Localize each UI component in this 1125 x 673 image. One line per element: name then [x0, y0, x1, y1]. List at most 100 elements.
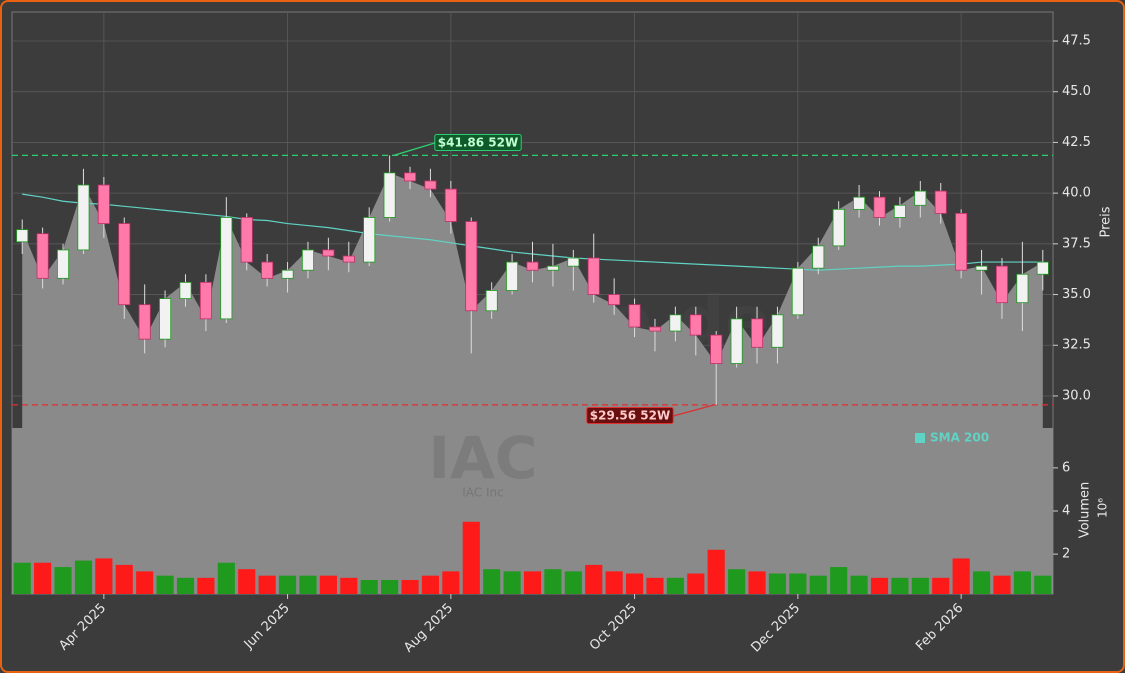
volume-bar [54, 567, 72, 594]
legend-swatch [915, 433, 925, 443]
volume-bar [319, 575, 337, 594]
x-tick-label: Jun 2025 [241, 601, 293, 653]
candle-body [914, 190, 927, 206]
volume-bar [278, 575, 297, 594]
y-tick-label: 30.0 [1062, 388, 1091, 403]
volume-bar [136, 571, 154, 594]
volume-bar [605, 571, 623, 594]
candle-body [118, 223, 131, 306]
candle-body [220, 217, 233, 320]
volume-bar [462, 521, 480, 594]
volume-y-tick-label: 6 [1062, 460, 1070, 475]
annotation-label: $29.56 52W [590, 409, 670, 423]
volume-panel [12, 428, 1053, 594]
candle-body [240, 217, 253, 263]
volume-bar [809, 575, 827, 594]
volume-bar [768, 573, 787, 594]
candle-body [57, 249, 70, 279]
volume-bar [74, 560, 93, 594]
candle-body [363, 217, 376, 263]
candle-body [628, 304, 641, 328]
candle-body [730, 318, 743, 364]
volume-bar [381, 579, 399, 594]
candle-body [546, 265, 559, 271]
candle-body [771, 314, 784, 348]
volume-bar [830, 567, 848, 594]
volume-y-tick-label: 4 [1062, 504, 1070, 519]
y-tick-label: 32.5 [1062, 338, 1091, 353]
volume-bar [585, 564, 603, 594]
volume-bar [911, 577, 929, 594]
candle-body [138, 304, 151, 340]
annotation-arrow [673, 404, 715, 417]
volume-bar [687, 573, 705, 594]
volume-bar [728, 569, 746, 594]
candle-body [261, 261, 274, 279]
volume-bar [34, 562, 52, 594]
candle-body [832, 208, 845, 247]
volume-bar [360, 579, 378, 594]
candle-body [16, 229, 29, 243]
candle-body [281, 269, 294, 279]
candle-body [567, 257, 580, 267]
volume-bar [707, 549, 725, 594]
candle-body [179, 281, 192, 299]
candle-body [995, 265, 1008, 304]
volume-bar [115, 564, 133, 594]
candle-body [485, 290, 498, 312]
volume-bar [544, 569, 562, 594]
volume-bar [13, 562, 31, 594]
price-area [22, 172, 1043, 428]
candle-body [975, 265, 988, 271]
volume-bar [891, 577, 909, 594]
y-tick-label: 40.0 [1062, 186, 1091, 201]
volume-bar [993, 575, 1011, 594]
candle-body [689, 314, 702, 336]
volume-bar [523, 571, 542, 594]
candle-body [404, 172, 417, 182]
candle-body [36, 233, 49, 279]
annotation-box [434, 134, 522, 151]
y-tick-label: 35.0 [1062, 287, 1091, 302]
candle-body [587, 257, 600, 295]
candle-body [301, 249, 314, 271]
volume-bar [789, 573, 807, 594]
candle-body [710, 334, 723, 364]
ticker-watermark: IAC [428, 424, 537, 492]
candle-body [791, 267, 804, 316]
volume-bar [932, 577, 950, 594]
candle-body [424, 180, 437, 190]
volume-bar [442, 571, 460, 594]
candle-body [526, 261, 539, 271]
candle-body [608, 294, 621, 306]
volume-axis-label: Volumen [1078, 482, 1093, 539]
y-tick-label: 47.5 [1062, 34, 1091, 49]
volume-bar [666, 577, 684, 594]
y-tick-label: 45.0 [1062, 84, 1091, 99]
volume-bar [1013, 571, 1031, 594]
candle-body [199, 281, 212, 320]
volume-bar [217, 562, 235, 594]
volume-bar [503, 571, 521, 594]
y-axis-label: Preis [1099, 206, 1114, 237]
volume-bar [850, 575, 868, 594]
volume-bar [238, 569, 256, 594]
volume-bar [870, 577, 889, 594]
candle-body [751, 318, 764, 348]
candle-body [342, 255, 355, 263]
candle-body [934, 190, 947, 214]
x-tick-label: Feb 2026 [913, 601, 966, 654]
volume-bar [748, 571, 766, 594]
x-tick-label: Apr 2025 [56, 601, 109, 654]
x-tick-label: Oct 2025 [587, 601, 640, 654]
candle-body [159, 298, 172, 340]
volume-bar [197, 577, 215, 594]
annotation-arrow [393, 142, 435, 157]
y-tick-label: 37.5 [1062, 236, 1091, 251]
volume-bar [156, 575, 174, 594]
candle-body [444, 188, 457, 222]
volume-bar [564, 571, 582, 594]
volume-bar [972, 571, 991, 594]
volume-bar [176, 577, 195, 594]
